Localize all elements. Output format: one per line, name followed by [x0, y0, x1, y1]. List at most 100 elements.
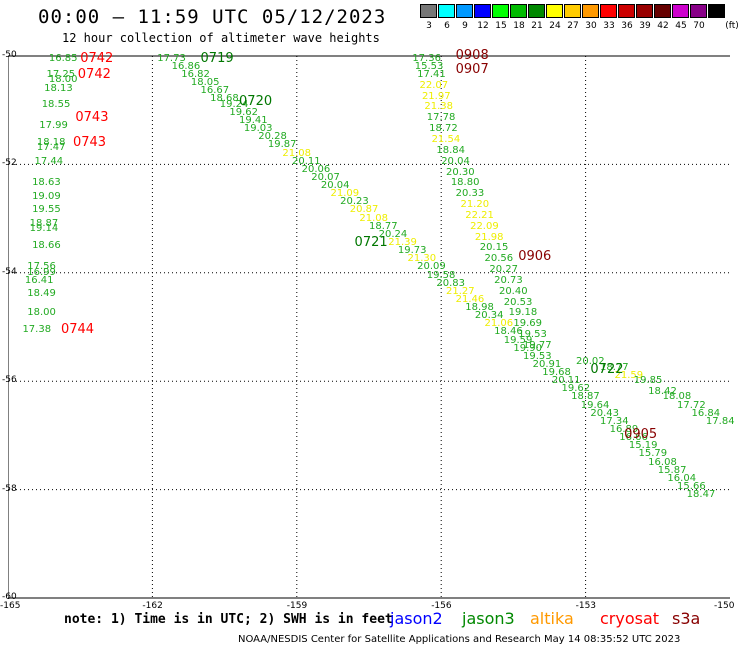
scale-label: 70: [693, 21, 705, 31]
wave-height-value: 16.86: [171, 60, 201, 72]
latitude-tick-label: -50: [2, 50, 17, 60]
wave-height-value: 16.89: [609, 423, 639, 435]
wave-height-value: 20.87: [349, 204, 379, 216]
wave-height-value: 19.03: [243, 123, 273, 135]
wave-height-value: 15.87: [657, 464, 687, 476]
longitude-tick-label: -162: [142, 601, 163, 611]
scale-swatch: [618, 4, 635, 18]
wave-height-value: 19.69: [513, 318, 543, 330]
longitude-tick-label: -165: [0, 601, 21, 611]
wave-height-value: 21.27: [446, 285, 475, 297]
scale-swatch: [582, 4, 599, 18]
wave-height-value: 16.08: [648, 456, 677, 468]
wave-height-value: 22.09: [470, 220, 499, 232]
scale-label: 45: [675, 21, 687, 31]
map-grid: [8, 55, 730, 599]
wave-height-value: 17.38: [22, 323, 52, 335]
wave-height-value: 19.77: [523, 339, 552, 351]
pass-time-label: 0743: [75, 110, 109, 126]
wave-height-value: 15.53: [414, 60, 444, 72]
pass-time-label: 0906: [518, 248, 552, 264]
pass-time-label: 0908: [455, 48, 489, 63]
wave-height-value: 20.02: [575, 356, 605, 368]
scale-label: 33: [603, 21, 615, 31]
wave-height-value: 18.00: [48, 74, 78, 86]
latitude-tick-label: -60: [2, 592, 17, 602]
wave-height-value: 19.58: [426, 269, 456, 281]
wave-height-value: 17.84: [705, 415, 735, 427]
wave-height-value: 19.55: [32, 204, 61, 216]
wave-height-value: 19.53: [518, 329, 547, 341]
wave-height-value: 18.00: [27, 307, 56, 319]
pass-time-label: 0907: [455, 61, 489, 77]
scale-label: 12: [477, 21, 489, 31]
scale-swatch: [474, 4, 491, 18]
scale-label: 15: [495, 21, 507, 31]
wave-height-value: 16.99: [27, 266, 56, 278]
longitude-tick-label: -159: [286, 601, 308, 611]
wave-height-value: 21.30: [407, 253, 437, 265]
wave-height-value: 19.90: [513, 342, 543, 354]
scale-label: 24: [549, 21, 561, 31]
scale-swatch: [510, 4, 527, 18]
wave-height-value: 15.19: [628, 440, 658, 452]
wave-height-value: 19.87: [267, 139, 297, 151]
wave-height-value: 17.56: [27, 261, 56, 273]
wave-height-value: 18.49: [27, 288, 56, 300]
wave-height-value: 18.87: [571, 391, 600, 403]
scale-swatch: [420, 4, 437, 18]
wave-height-value: 16.04: [667, 472, 697, 484]
wave-height-value: 17.73: [157, 52, 186, 64]
wave-height-value: 20.30: [446, 166, 475, 178]
latitude-tick-label: -54: [2, 266, 17, 277]
longitude-tick-label: -156: [431, 601, 452, 611]
wave-height-value: 19.14: [29, 223, 59, 235]
wave-height-value: 20.09: [417, 261, 446, 273]
scale-swatch: [438, 4, 455, 18]
wave-height-value: 15.79: [638, 448, 668, 460]
wave-height-value: 20.11: [291, 155, 321, 167]
map-area: [8, 50, 738, 600]
wave-height-value: 21.06: [484, 318, 514, 330]
scale-swatch: [528, 4, 545, 18]
wave-height-value: 18.84: [436, 144, 466, 156]
pass-time-label: 0744: [60, 321, 95, 337]
scale-swatch: [636, 4, 653, 18]
wave-height-value: 18.72: [429, 123, 458, 135]
wave-height-value: 18.46: [494, 326, 523, 338]
wave-height-value: 20.11: [551, 375, 581, 387]
wave-height-value: 21.20: [460, 199, 490, 211]
wave-height-value: 19.41: [239, 115, 268, 127]
wave-height-value: 20.83: [436, 277, 466, 289]
wave-height-value: 20.27: [489, 264, 518, 276]
pass-time-label: 0742: [77, 66, 111, 82]
wave-height-value: 20.15: [479, 242, 509, 254]
wave-height-value: 20.91: [532, 358, 562, 370]
wave-height-value: 17.44: [34, 155, 64, 167]
wave-height-value: 22.07: [419, 79, 449, 91]
wave-height-value: 19.09: [32, 190, 61, 202]
wave-height-value: 18.66: [32, 239, 61, 251]
page-subtitle: 12 hour collection of altimeter wave hei…: [62, 31, 380, 45]
wave-height-value: 19.18: [508, 307, 538, 319]
wave-height-value: 20.56: [484, 253, 514, 265]
latitude-tick-label: -52: [2, 158, 17, 169]
wave-height-value: 18.42: [648, 386, 677, 398]
scale-swatch: [654, 4, 671, 18]
scale-label: 27: [567, 21, 579, 31]
satellite-jason3: jason3: [462, 609, 515, 628]
wave-height-value: 16.85: [48, 52, 78, 64]
scale-swatch: [708, 4, 725, 18]
wave-height-value: 17.36: [412, 52, 441, 64]
wave-height-value: 21.08: [359, 212, 388, 224]
wave-height-value: 19.53: [523, 350, 552, 362]
scale-swatch: [690, 4, 707, 18]
wave-height-value: 19.62: [561, 383, 591, 395]
scale-label: 21: [531, 21, 543, 31]
pass-time-label: 0719: [200, 50, 234, 66]
wave-height-value: 17.72: [677, 399, 706, 411]
scale-label: 9: [462, 21, 468, 31]
scale-unit: (ft): [725, 21, 739, 31]
wave-height-value: 20.04: [320, 180, 350, 192]
wave-height-value: 21.08: [282, 147, 311, 159]
